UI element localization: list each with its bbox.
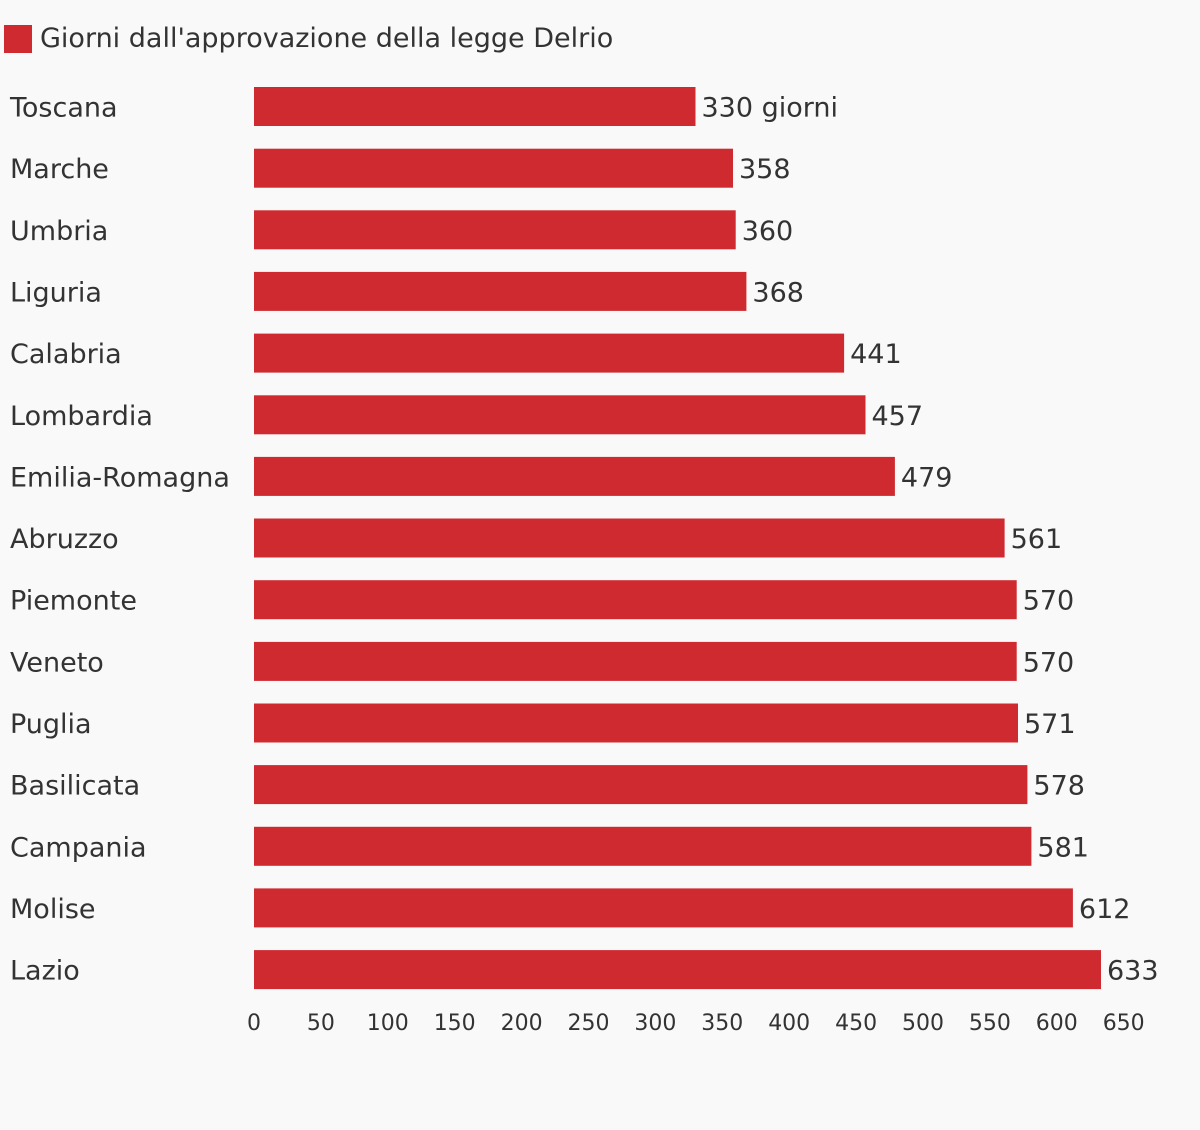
category-label: Liguria (10, 277, 102, 308)
x-tick-label: 100 (367, 1011, 409, 1036)
x-tick-label: 650 (1103, 1011, 1145, 1036)
x-tick-label: 600 (1036, 1011, 1078, 1036)
bar-basilicata (254, 765, 1028, 805)
value-label: 570 (1023, 586, 1075, 617)
bar-veneto (254, 641, 1017, 681)
value-label: 441 (850, 339, 902, 370)
value-label: 479 (901, 462, 953, 493)
x-tick-label: 200 (501, 1011, 543, 1036)
chart-legend: Giorni dall'approvazione della legge Del… (4, 24, 613, 54)
value-label: 368 (752, 277, 804, 308)
bars-layer (254, 87, 1101, 990)
value-labels: 330 giorni 358 360 368 441 457 479 561 570 570 571… (702, 93, 1159, 987)
bar-piemonte (254, 580, 1017, 620)
x-tick-label: 300 (634, 1011, 676, 1036)
value-label: 358 (739, 154, 791, 185)
x-tick-label: 500 (902, 1011, 944, 1036)
x-tick-label: 550 (969, 1011, 1011, 1036)
bar-umbria (254, 210, 736, 250)
bar-abruzzo (254, 518, 1005, 558)
x-tick-label: 50 (307, 1011, 335, 1036)
category-label: Campania (10, 832, 147, 863)
category-label: Toscana (9, 93, 118, 124)
bar-campania (254, 826, 1032, 866)
x-tick-label: 150 (434, 1011, 476, 1036)
bar-lombardia (254, 395, 866, 435)
category-label: Veneto (10, 647, 104, 678)
category-label: Marche (10, 154, 109, 185)
x-tick-label: 350 (701, 1011, 743, 1036)
bar-emilia-romagna (254, 456, 895, 496)
category-label: Abruzzo (10, 524, 119, 555)
value-label: 570 (1023, 647, 1075, 678)
value-label: 578 (1033, 771, 1085, 802)
legend-swatch (4, 25, 32, 53)
x-tick-label: 250 (568, 1011, 610, 1036)
category-label: Lazio (10, 956, 80, 987)
category-label: Lombardia (10, 401, 153, 432)
bar-lazio (254, 950, 1101, 990)
value-label: 612 (1079, 894, 1131, 925)
value-label: 633 (1107, 956, 1159, 987)
x-tick-label: 450 (835, 1011, 877, 1036)
bar-liguria (254, 271, 747, 311)
x-tick-label: 0 (247, 1011, 261, 1036)
value-label: 561 (1011, 524, 1063, 555)
bar-puglia (254, 703, 1018, 743)
value-label: 457 (872, 401, 924, 432)
bar-molise (254, 888, 1073, 928)
category-label: Basilicata (10, 771, 140, 802)
category-label: Calabria (10, 339, 122, 370)
category-label: Emilia-Romagna (10, 462, 230, 493)
category-label: Molise (10, 894, 96, 925)
legend-label: Giorni dall'approvazione della legge Del… (40, 23, 614, 54)
value-label: 571 (1024, 709, 1076, 740)
category-label: Piemonte (10, 586, 137, 617)
bar-marche (254, 148, 733, 188)
bar-calabria (254, 333, 845, 373)
value-label: 581 (1037, 832, 1089, 863)
bar-toscana (254, 87, 696, 126)
x-tick-label: 400 (768, 1011, 810, 1036)
category-labels: Toscana Marche Umbria Liguria Calabria Lombar… (9, 93, 230, 987)
value-label: 330 giorni (702, 93, 839, 124)
value-label: 360 (742, 216, 794, 247)
category-label: Puglia (10, 709, 92, 740)
category-label: Umbria (10, 216, 108, 247)
x-axis: 0 50 100 150 200 250 300 350 400 450 500 550 600 650 (247, 1011, 1145, 1036)
